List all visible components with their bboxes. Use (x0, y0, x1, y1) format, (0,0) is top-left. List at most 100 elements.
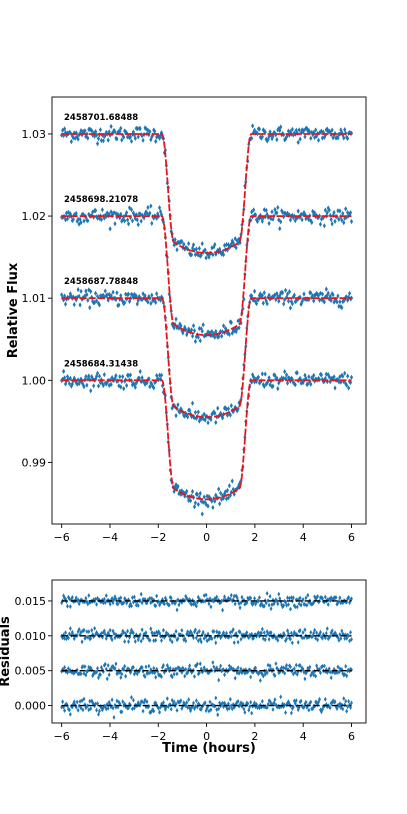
residual-point (323, 594, 327, 600)
residual-point (179, 698, 183, 703)
data-point (77, 381, 81, 387)
data-point (158, 205, 162, 211)
data-point (67, 381, 71, 387)
residual-point (64, 596, 67, 602)
residual-point (223, 594, 226, 600)
residual-point (222, 704, 225, 710)
residual-point (222, 667, 225, 672)
data-point (271, 383, 275, 389)
residual-point (202, 593, 206, 598)
data-point (128, 134, 132, 140)
residual-point (298, 663, 302, 668)
residual-point (284, 710, 287, 715)
data-point (93, 299, 97, 306)
data-point (97, 373, 101, 379)
data-point (207, 254, 211, 260)
residual-point (193, 674, 196, 679)
data-point (282, 301, 286, 307)
residual-point (286, 628, 289, 634)
residual-point (296, 640, 300, 645)
residual-point (223, 672, 226, 678)
residual-point (311, 706, 315, 712)
data-point (193, 252, 197, 258)
residual-point (98, 708, 101, 714)
data-point (189, 498, 193, 504)
transit-model-line (61, 379, 352, 501)
data-point (194, 415, 198, 421)
residual-point (131, 706, 134, 712)
residual-point (76, 597, 80, 603)
data-point (286, 380, 290, 386)
data-point (79, 219, 83, 226)
data-point (255, 131, 259, 137)
residual-point (336, 702, 340, 708)
data-point (206, 329, 210, 335)
residual-point (201, 668, 205, 674)
residual-point (101, 630, 105, 635)
data-point (82, 384, 86, 390)
y-tick-label: 1.00 (22, 374, 47, 387)
data-point (109, 381, 113, 388)
data-point (115, 136, 119, 142)
residual-point (121, 699, 125, 704)
data-point (118, 128, 122, 135)
residual-point (290, 640, 294, 646)
data-point (276, 204, 280, 211)
data-point (78, 302, 82, 308)
data-point (348, 290, 352, 296)
residual-point (195, 635, 198, 641)
residual-point (149, 600, 153, 606)
residual-point (273, 673, 277, 679)
data-point (135, 301, 139, 307)
residual-point (327, 596, 331, 602)
residual-point (95, 602, 98, 607)
residual-point (96, 595, 99, 601)
residual-point (144, 664, 148, 670)
data-point (260, 371, 264, 377)
data-point (209, 416, 213, 423)
data-point (216, 405, 220, 411)
data-point (105, 379, 109, 385)
residual-point (77, 627, 81, 632)
data-point (349, 210, 353, 216)
residual-point (305, 602, 309, 608)
transit-model-line (61, 215, 352, 336)
data-point (163, 392, 167, 399)
data-point (109, 123, 113, 130)
data-point (130, 382, 134, 388)
residual-point (345, 673, 349, 679)
residual-point (328, 634, 332, 639)
data-point (94, 290, 98, 296)
data-point (284, 287, 288, 293)
residual-point (304, 670, 308, 676)
residual-point (350, 700, 353, 706)
residual-point (62, 593, 65, 599)
data-point (90, 374, 94, 380)
residual-point (288, 596, 291, 601)
data-point (185, 488, 189, 494)
residual-point (172, 699, 176, 705)
data-point (74, 210, 78, 217)
data-point (86, 218, 90, 224)
residual-point (333, 630, 337, 636)
data-point (335, 299, 339, 305)
residual-point (276, 637, 280, 643)
residual-point (253, 700, 256, 706)
data-point (179, 491, 183, 497)
data-point (140, 212, 144, 218)
data-point (64, 301, 68, 307)
residual-point (75, 633, 79, 638)
residual-point (159, 633, 162, 639)
data-point (267, 292, 271, 298)
residual-point (219, 663, 223, 669)
data-point (122, 301, 126, 307)
light-curve-points (60, 123, 354, 517)
residual-point (112, 715, 116, 720)
residual-point (295, 672, 299, 677)
residual-series (60, 660, 353, 683)
data-point (337, 303, 341, 309)
residual-point (340, 628, 344, 634)
residual-point (89, 635, 93, 641)
data-point (121, 298, 125, 304)
data-point (133, 216, 137, 222)
